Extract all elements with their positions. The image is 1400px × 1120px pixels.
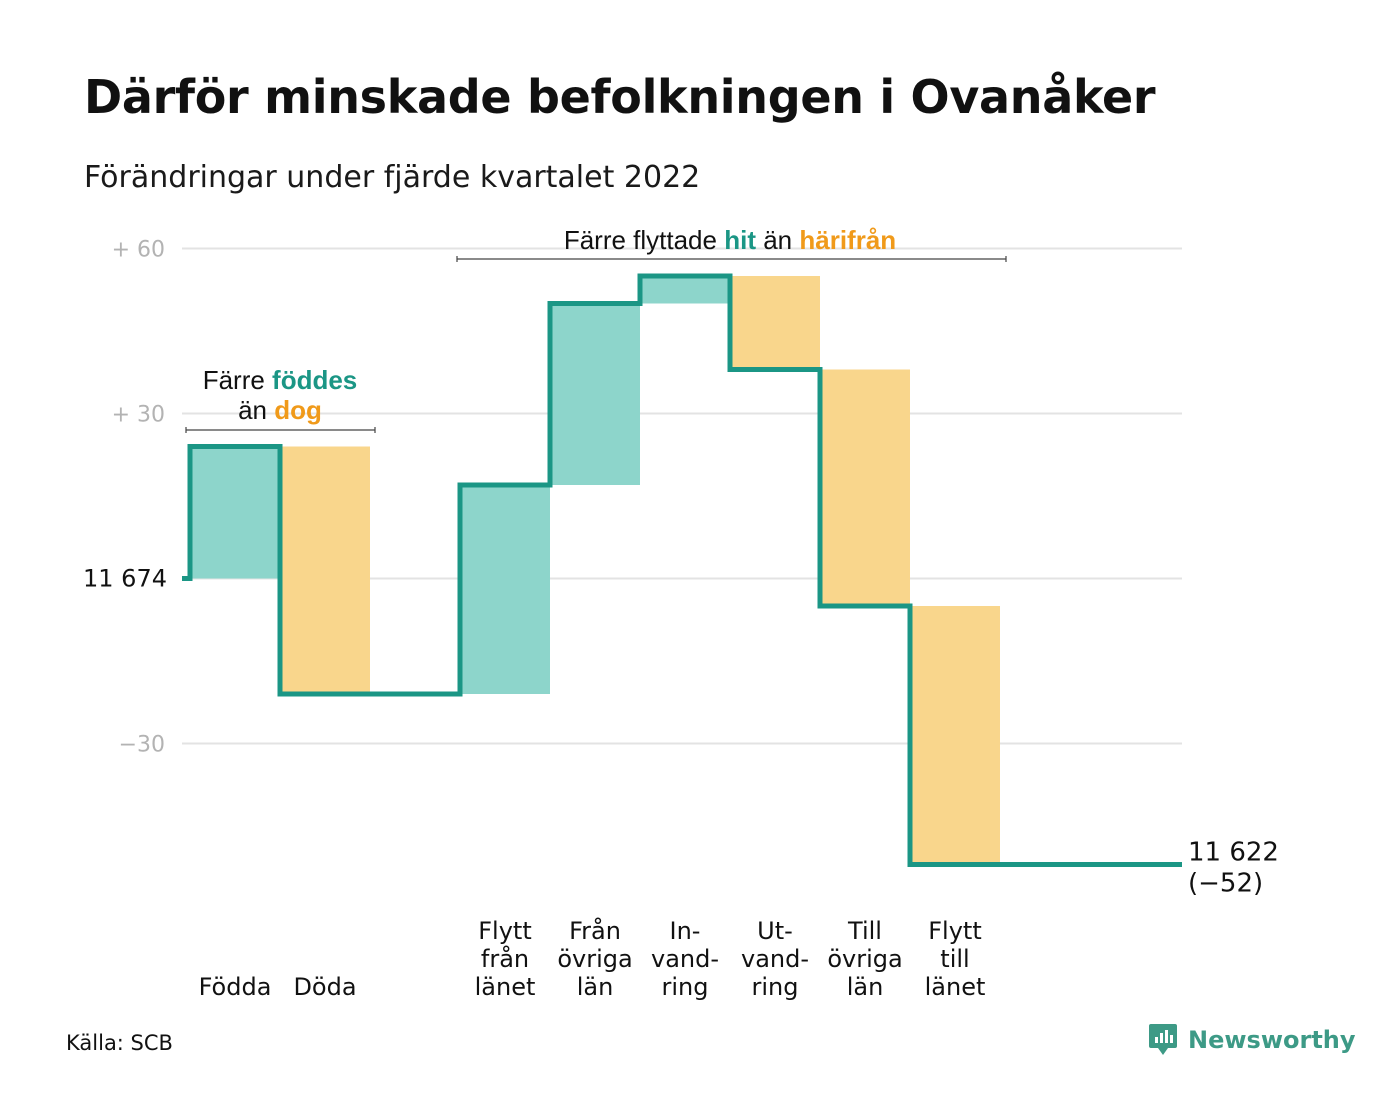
- annotation-segment: hit: [724, 225, 756, 255]
- annotation-births-vs-deaths-line: än dog: [238, 395, 322, 425]
- annotation-segment: Färre: [203, 365, 272, 395]
- category-label: ring: [662, 973, 709, 1001]
- brand-name: Newsworthy: [1188, 1026, 1356, 1054]
- category-label: län: [577, 973, 614, 1001]
- line-layer: [182, 273, 1182, 867]
- category-label: län: [847, 973, 884, 1001]
- category-label: övriga: [557, 945, 632, 973]
- category-label: från: [481, 944, 529, 973]
- bar-layer: [190, 276, 1000, 865]
- category-label: övriga: [827, 945, 902, 973]
- newsworthy-icon: [1149, 1024, 1177, 1055]
- cumulative-step-line: [182, 273, 1182, 867]
- bar-invandring: [640, 276, 730, 304]
- category-label: Från: [569, 916, 621, 945]
- bar-frånövrigalän: [550, 303, 640, 485]
- bar-födda: [190, 446, 280, 579]
- start-value-label: 11 674: [83, 565, 167, 593]
- end-change-label: (−52): [1188, 869, 1263, 899]
- category-label: Till: [847, 917, 882, 945]
- bar-flytttilllänet: [910, 606, 1000, 865]
- category-label: till: [940, 945, 969, 973]
- source-note: Källa: SCB: [66, 1031, 173, 1055]
- bar-döda: [280, 446, 370, 694]
- grid-layer: [182, 247, 1182, 745]
- category-label: Döda: [293, 973, 356, 1001]
- category-label: In-: [670, 917, 701, 945]
- annotation-segment: föddes: [272, 365, 357, 395]
- category-label: vand-: [651, 945, 719, 973]
- category-label: Ut-: [757, 917, 793, 945]
- chart-subtitle: Förändringar under fjärde kvartalet 2022: [84, 160, 701, 195]
- annotation-segment: dog: [274, 395, 322, 425]
- annotation-segment: härifrån: [799, 225, 896, 255]
- annotation-segment: än: [238, 395, 274, 425]
- bar-tillövrigalän: [820, 369, 910, 606]
- category-label: Flytt: [478, 917, 532, 945]
- annotation-migration-line: Färre flyttade hit än härifrån: [564, 225, 896, 255]
- annotation-segment: Färre flyttade: [564, 225, 724, 255]
- brand-logo: Newsworthy: [1148, 1022, 1356, 1058]
- category-label: länet: [925, 973, 986, 1001]
- annotation-births-vs-deaths-line: Färre föddes: [203, 365, 358, 395]
- y-tick-label: + 60: [112, 238, 165, 263]
- y-tick-label: + 30: [112, 403, 165, 428]
- chart-title: Därför minskade befolkningen i Ovanåker: [84, 70, 1156, 124]
- category-label: länet: [475, 973, 536, 1001]
- category-label: ring: [752, 973, 799, 1001]
- category-label: Flytt: [928, 917, 982, 945]
- bar-utvandring: [730, 276, 820, 370]
- y-tick-label: −30: [119, 733, 165, 758]
- annotation-segment: än: [756, 225, 799, 255]
- category-label: Födda: [199, 973, 272, 1001]
- category-label: vand-: [741, 945, 809, 973]
- bar-flyttfrånlänet: [460, 485, 550, 694]
- end-value-label: 11 622: [1188, 838, 1279, 868]
